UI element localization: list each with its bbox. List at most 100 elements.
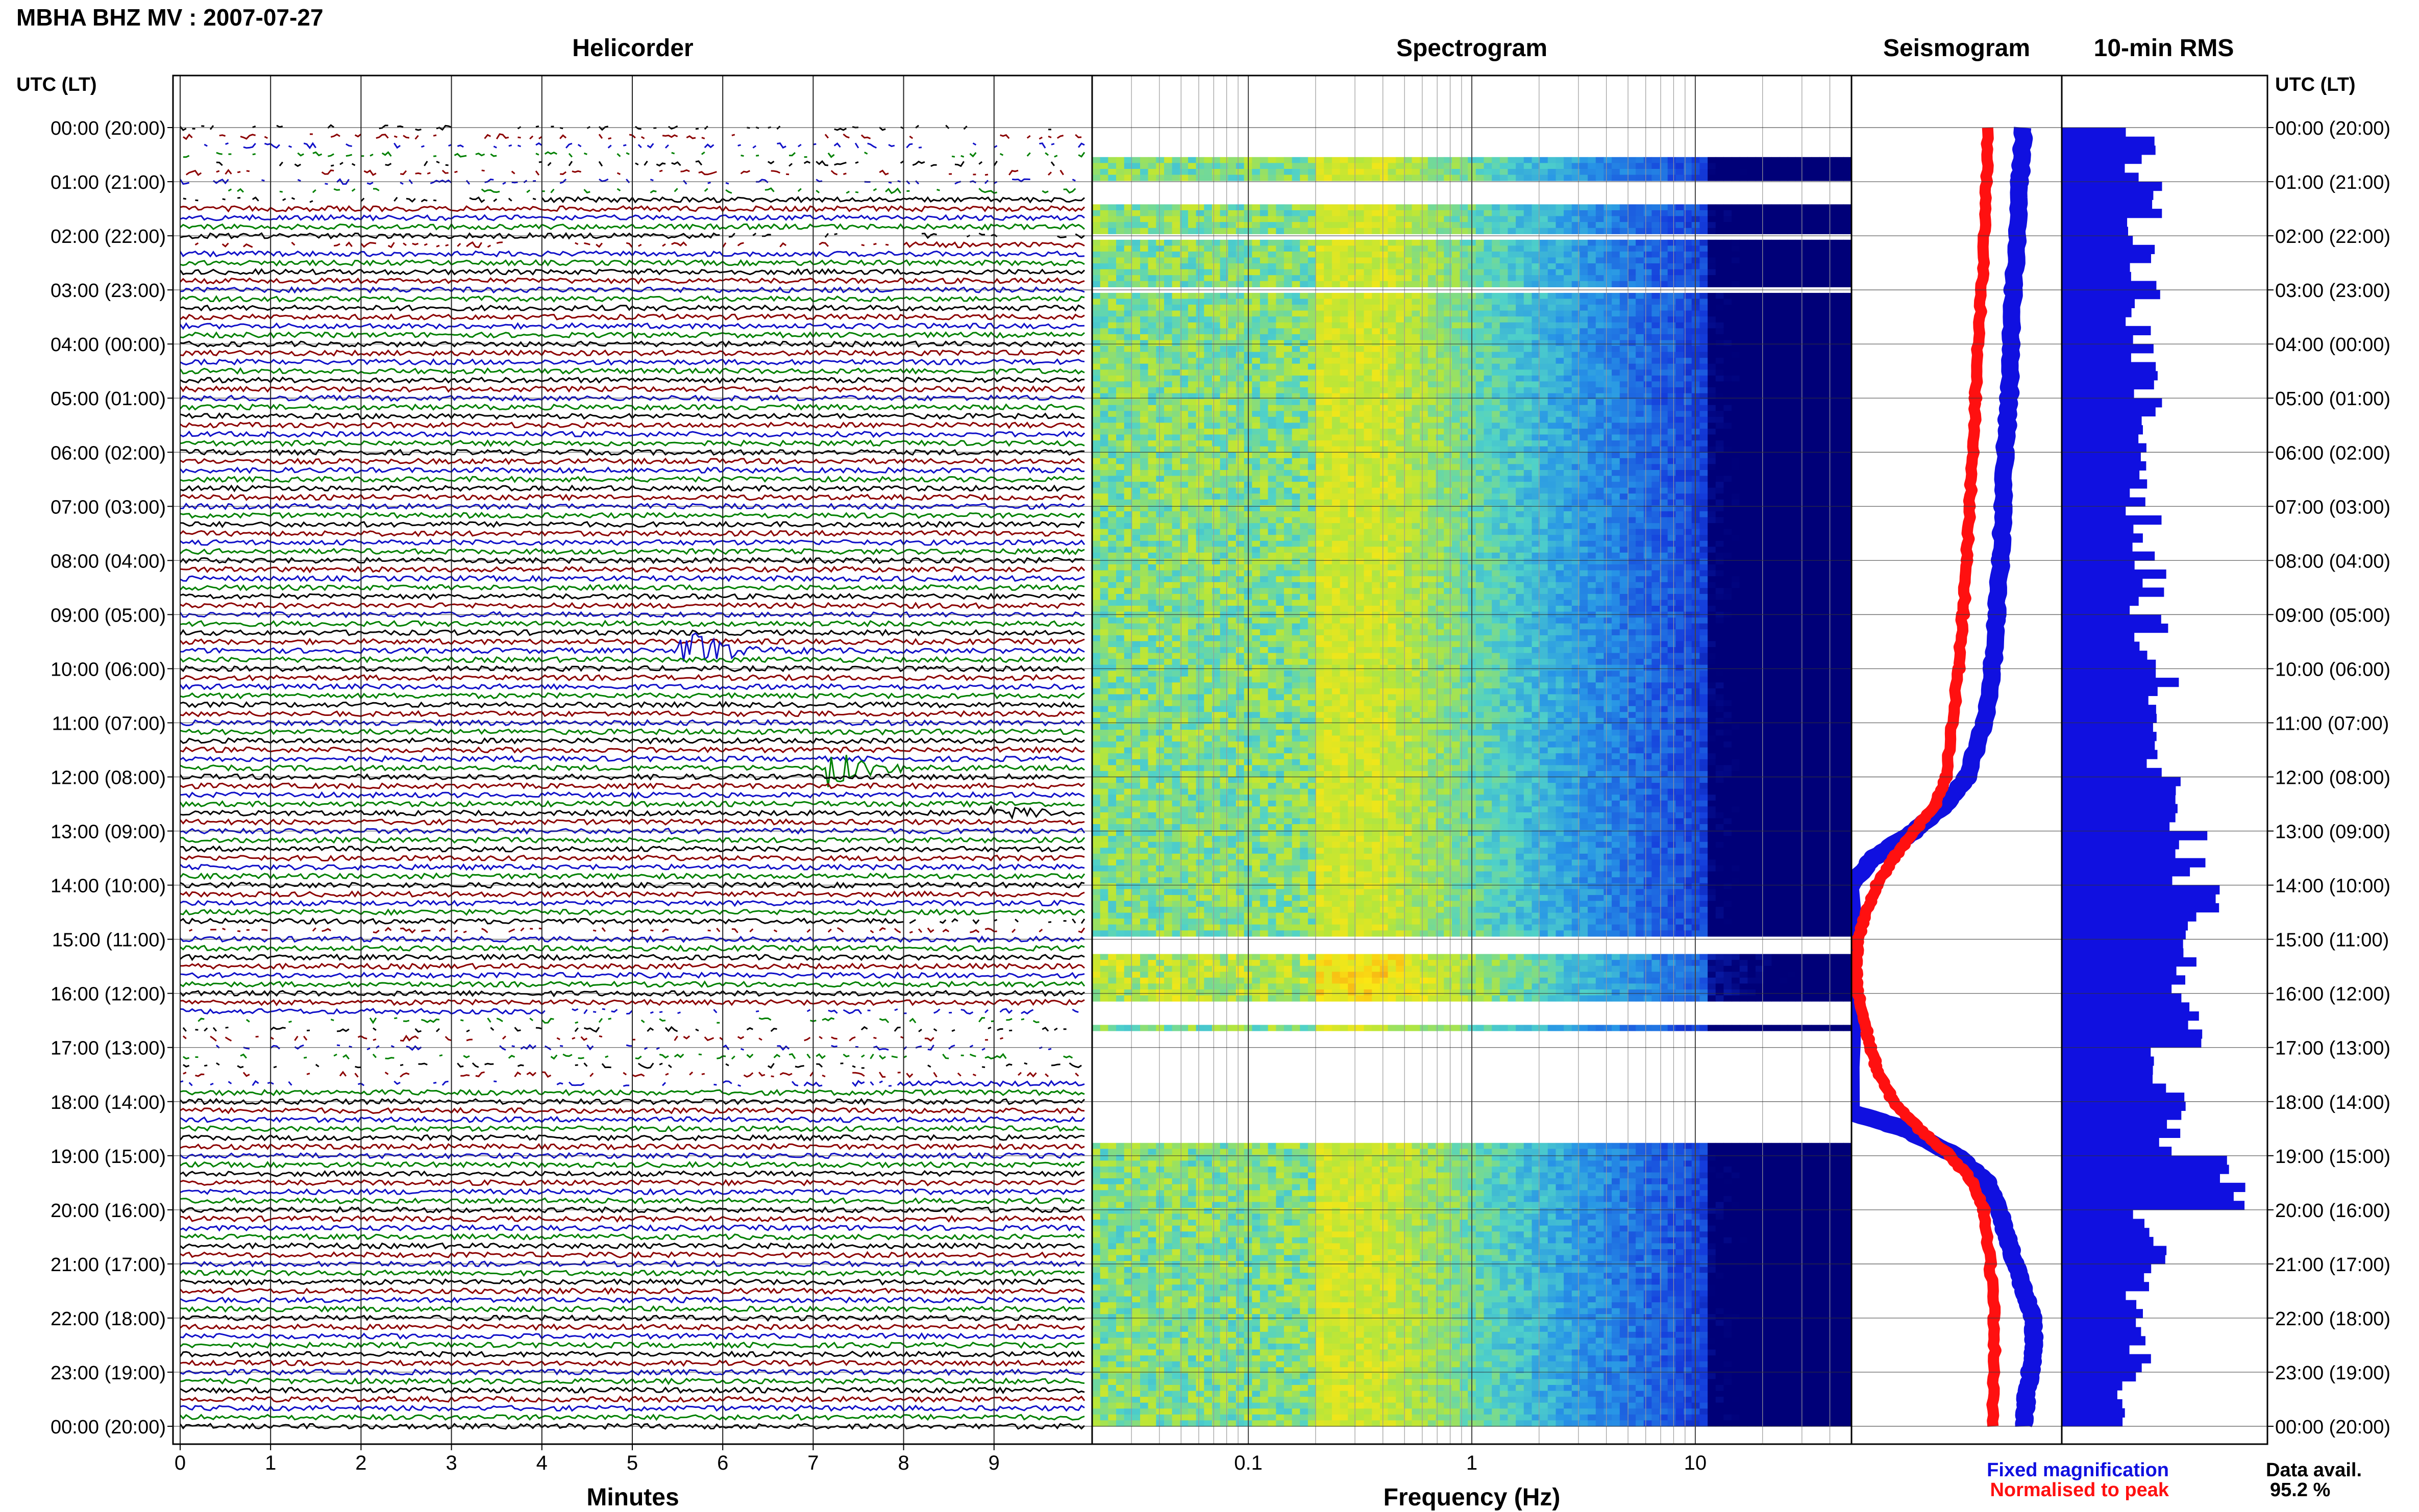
spectrogram-cell <box>1428 216 1436 222</box>
spectrogram-cell <box>1636 323 1644 329</box>
spectrogram-cell <box>1428 240 1436 246</box>
spectrogram-cell <box>1500 252 1508 258</box>
spectrogram-cell <box>1444 281 1452 287</box>
spectrogram-cell <box>1364 175 1372 181</box>
spectrogram-cell <box>1276 258 1284 264</box>
spectrogram-cell <box>1396 163 1404 169</box>
spectrogram-cell <box>1732 157 1740 163</box>
spectrogram-cell <box>1252 323 1260 329</box>
spectrogram-cell <box>1556 240 1564 246</box>
spectrogram-cell <box>1788 252 1796 258</box>
spectrogram-cell <box>1148 258 1156 264</box>
spectrogram-cell <box>1836 157 1844 163</box>
spectrogram-cell <box>1572 281 1580 287</box>
spectrogram-cell <box>1380 323 1388 329</box>
spectrogram-cell <box>1564 245 1572 252</box>
spectrogram-cell <box>1428 305 1436 311</box>
spectrogram-cell <box>1236 157 1244 163</box>
spectrogram-cell <box>1188 222 1196 228</box>
spectrogram-cell <box>1699 222 1708 228</box>
spectrogram-cell <box>1828 252 1836 258</box>
spectrogram-cell <box>1723 263 1732 269</box>
spectrogram-cell <box>1516 275 1524 281</box>
spectrogram-cell <box>1316 323 1324 329</box>
spectrogram-cell <box>1140 305 1148 311</box>
spectrogram-cell <box>1284 275 1292 281</box>
spectrogram-cell <box>1788 311 1796 317</box>
spectrogram-cell <box>1316 328 1324 334</box>
spectrogram-cell <box>1780 222 1788 228</box>
spectrogram-cell <box>1771 169 1780 175</box>
spectrogram-cell <box>1708 222 1716 228</box>
spectrogram-cell <box>1540 299 1548 305</box>
spectrogram-cell <box>1276 228 1284 234</box>
spectrogram-cell <box>1300 210 1308 216</box>
spectrogram-cell <box>1476 240 1484 246</box>
spectrogram-cell <box>1372 175 1380 181</box>
spectrogram-cell <box>1388 275 1396 281</box>
spectrogram-cell <box>1540 263 1548 269</box>
spectrogram-cell <box>1324 323 1332 329</box>
spectrogram-cell <box>1508 316 1516 323</box>
spectrogram-cell <box>1372 305 1380 311</box>
spectrogram-cell <box>1627 328 1636 334</box>
spectrogram-cell <box>1236 204 1244 210</box>
spectrogram-cell <box>1572 169 1580 175</box>
spectrogram-cell <box>1620 269 1628 276</box>
spectrogram-cell <box>1819 316 1828 323</box>
spectrogram-cell <box>1140 204 1148 210</box>
spectrogram-cell <box>1651 269 1660 276</box>
spectrogram-cell <box>1524 263 1532 269</box>
spectrogram-cell <box>1396 222 1404 228</box>
spectrogram-cell <box>1332 299 1340 305</box>
spectrogram-cell <box>1332 216 1340 222</box>
spectrogram-cell <box>1236 328 1244 334</box>
spectrogram-cell <box>1524 258 1532 264</box>
spectrogram-cell <box>1627 245 1636 252</box>
spectrogram-cell <box>1452 263 1460 269</box>
spectrogram-cell <box>1452 269 1460 276</box>
spectrogram-cell <box>1212 210 1220 216</box>
spectrogram-cell <box>1156 210 1164 216</box>
spectrogram-cell <box>1572 263 1580 269</box>
spectrogram-cell <box>1804 216 1812 222</box>
spectrogram-cell <box>1596 316 1604 323</box>
spectrogram-cell <box>1771 245 1780 252</box>
spectrogram-cell <box>1364 269 1372 276</box>
spectrogram-cell <box>1484 311 1492 317</box>
spectrogram-cell <box>1588 245 1596 252</box>
spectrogram-cell <box>1540 240 1548 246</box>
spectrogram-cell <box>1396 175 1404 181</box>
spectrogram-cell <box>1188 311 1196 317</box>
spectrogram-cell <box>1156 169 1164 175</box>
spectrogram-cell <box>1260 328 1268 334</box>
spectrogram-cell <box>1596 323 1604 329</box>
spectrogram-cell <box>1276 163 1284 169</box>
spectrogram-cell <box>1540 222 1548 228</box>
spectrogram-cell <box>1276 328 1284 334</box>
spectrogram-cell <box>1795 210 1804 216</box>
spectrogram-cell <box>1412 222 1420 228</box>
spectrogram-cell <box>1268 252 1276 258</box>
spectrogram-cell <box>1651 305 1660 311</box>
spectrogram-cell <box>1236 222 1244 228</box>
spectrogram-cell <box>1420 222 1428 228</box>
spectrogram-cell <box>1140 245 1148 252</box>
spectrogram-cell <box>1564 175 1572 181</box>
spectrogram-cell <box>1228 157 1236 163</box>
spectrogram-cell <box>1644 323 1652 329</box>
spectrogram-cell <box>1284 311 1292 317</box>
spectrogram-cell <box>1260 323 1268 329</box>
spectrogram-cell <box>1732 305 1740 311</box>
spectrogram-cell <box>1795 269 1804 276</box>
spectrogram-cell <box>1484 281 1492 287</box>
spectrogram-cell <box>1771 210 1780 216</box>
spectrogram-cell <box>1164 323 1172 329</box>
spectrogram-cell <box>1420 293 1428 299</box>
spectrogram-cell <box>1580 252 1588 258</box>
spectrogram-cell <box>1172 169 1180 175</box>
helicorder-trace <box>183 197 1084 202</box>
spectrogram-cell <box>1819 157 1828 163</box>
spectrogram-cell <box>1644 157 1652 163</box>
spectrogram-cell <box>1324 293 1332 299</box>
